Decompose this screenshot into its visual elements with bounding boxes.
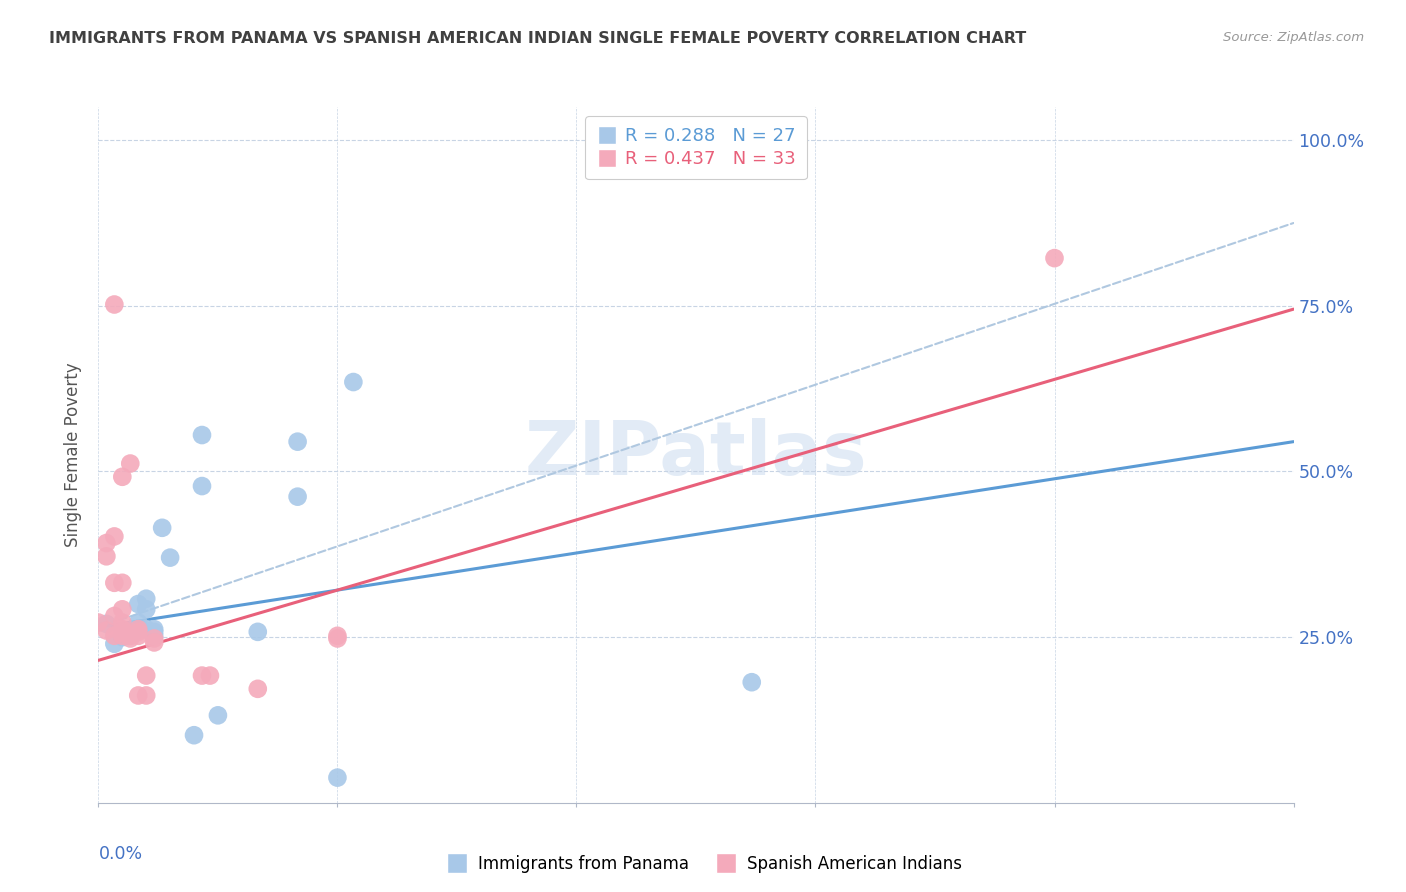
Point <box>143 624 166 639</box>
Point <box>120 629 142 643</box>
Point <box>103 629 125 643</box>
Point <box>127 615 149 630</box>
Point <box>183 728 205 742</box>
Point <box>103 297 125 311</box>
Point <box>111 615 134 630</box>
Point <box>741 675 763 690</box>
Point <box>127 629 149 643</box>
Legend: Immigrants from Panama, Spanish American Indians: Immigrants from Panama, Spanish American… <box>437 848 969 880</box>
Point <box>143 632 166 646</box>
Y-axis label: Single Female Poverty: Single Female Poverty <box>65 363 83 547</box>
Point <box>127 597 149 611</box>
Point <box>326 771 349 785</box>
Point <box>111 575 134 590</box>
Text: Source: ZipAtlas.com: Source: ZipAtlas.com <box>1223 31 1364 45</box>
Point <box>96 616 118 631</box>
Point <box>111 622 134 636</box>
Point <box>150 521 173 535</box>
Point <box>246 681 269 696</box>
Point <box>135 591 157 606</box>
Point <box>127 689 149 703</box>
Point <box>103 609 125 624</box>
Point <box>96 536 118 550</box>
Point <box>191 668 214 682</box>
Point <box>159 550 181 565</box>
Point <box>342 375 364 389</box>
Point <box>103 529 125 543</box>
Point <box>120 629 142 643</box>
Legend: R = 0.288   N = 27, R = 0.437   N = 33: R = 0.288 N = 27, R = 0.437 N = 33 <box>585 116 807 179</box>
Point <box>207 708 229 723</box>
Point <box>326 629 349 643</box>
Point <box>103 637 125 651</box>
Point <box>135 602 157 616</box>
Point <box>127 622 149 636</box>
Point <box>111 470 134 484</box>
Point <box>143 635 166 649</box>
Point <box>120 457 142 471</box>
Point <box>135 689 157 703</box>
Point <box>127 624 149 639</box>
Point <box>120 624 142 638</box>
Point <box>127 622 149 636</box>
Point <box>111 629 134 643</box>
Text: IMMIGRANTS FROM PANAMA VS SPANISH AMERICAN INDIAN SINGLE FEMALE POVERTY CORRELAT: IMMIGRANTS FROM PANAMA VS SPANISH AMERIC… <box>49 31 1026 46</box>
Point <box>191 428 214 442</box>
Point <box>246 624 269 639</box>
Point <box>326 632 349 646</box>
Point <box>143 629 166 643</box>
Point <box>198 668 221 682</box>
Point <box>287 434 309 449</box>
Point <box>96 549 118 564</box>
Point <box>96 624 118 638</box>
Point <box>103 575 125 590</box>
Point <box>1043 251 1066 265</box>
Point <box>111 602 134 616</box>
Point <box>143 622 166 636</box>
Point <box>135 668 157 682</box>
Point <box>135 622 157 636</box>
Text: 0.0%: 0.0% <box>98 845 142 863</box>
Point <box>87 615 110 630</box>
Point <box>191 479 214 493</box>
Point <box>120 632 142 646</box>
Point <box>111 624 134 638</box>
Point <box>111 624 134 639</box>
Text: ZIPatlas: ZIPatlas <box>524 418 868 491</box>
Point <box>111 630 134 644</box>
Point <box>287 490 309 504</box>
